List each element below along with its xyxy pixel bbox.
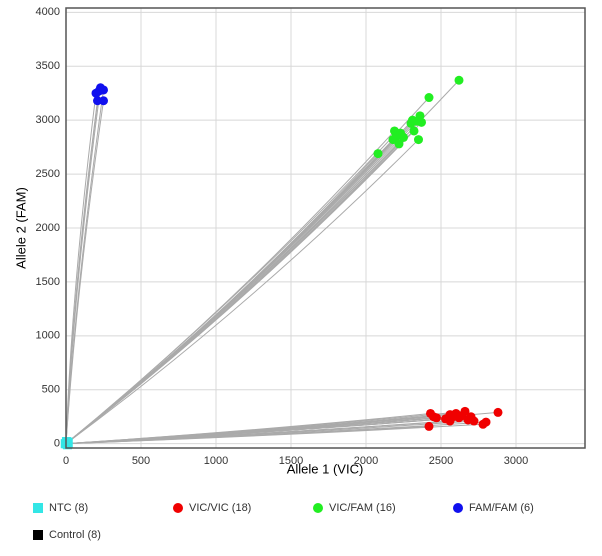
legend-marker [173, 503, 183, 513]
x-tick-label: 2000 [354, 455, 378, 467]
legend-marker [33, 503, 43, 513]
point [482, 418, 491, 427]
point [410, 126, 419, 135]
point [425, 93, 434, 102]
point [374, 149, 383, 158]
trace [66, 98, 429, 444]
trace [66, 133, 401, 444]
x-tick-label: 1000 [204, 455, 228, 467]
y-tick-label: 0 [54, 438, 60, 450]
trace [66, 101, 104, 444]
y-tick-label: 500 [42, 384, 60, 396]
point [425, 422, 434, 431]
point [494, 408, 503, 417]
trace [66, 131, 395, 444]
point [470, 417, 479, 426]
y-tick-label: 2000 [36, 222, 60, 234]
trace [66, 154, 378, 444]
y-tick-label: 3500 [36, 60, 60, 72]
x-tick-label: 3000 [504, 455, 528, 467]
point [92, 89, 101, 98]
point [399, 133, 408, 142]
legend-label: VIC/VIC (18) [189, 502, 251, 514]
legend-marker [33, 530, 43, 540]
legend-label: NTC (8) [49, 502, 88, 514]
y-tick-label: 1000 [36, 330, 60, 342]
point [455, 76, 464, 85]
point [432, 413, 441, 422]
y-tick-label: 1500 [36, 276, 60, 288]
y-tick-label: 4000 [36, 6, 60, 18]
legend-marker [313, 503, 323, 513]
legend-label: FAM/FAM (6) [469, 502, 534, 514]
x-tick-label: 500 [132, 455, 150, 467]
point [414, 135, 423, 144]
legend-marker [453, 503, 463, 513]
point [99, 96, 108, 105]
legend-label: VIC/FAM (16) [329, 502, 396, 514]
point [446, 417, 455, 426]
y-axis-title: Allele 2 (FAM) [13, 187, 28, 269]
trace [66, 88, 101, 444]
legend-label: Control (8) [49, 529, 101, 541]
y-tick-label: 3000 [36, 114, 60, 126]
x-tick-label: 1500 [279, 455, 303, 467]
x-tick-label: 2500 [429, 455, 453, 467]
point [417, 118, 426, 127]
y-tick-label: 2500 [36, 168, 60, 180]
x-tick-label: 0 [63, 455, 69, 467]
